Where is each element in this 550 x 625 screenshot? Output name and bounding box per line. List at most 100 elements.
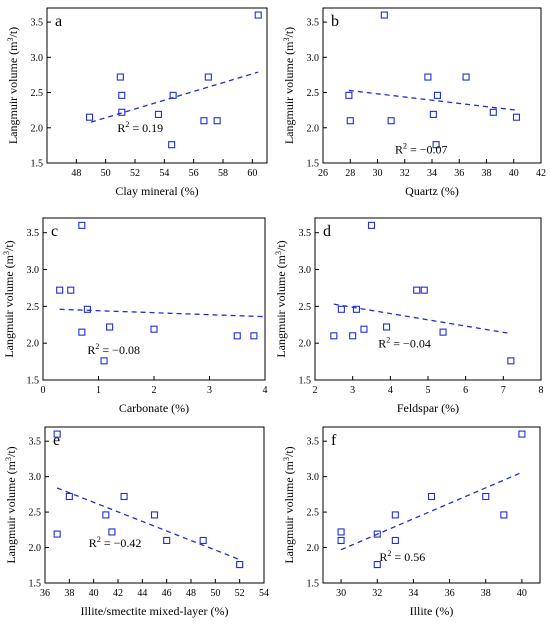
x-tick-label: 3 bbox=[350, 385, 355, 396]
panel-letter: e bbox=[53, 432, 60, 449]
trend-line bbox=[340, 471, 523, 551]
x-tick-label: 2 bbox=[313, 385, 318, 396]
y-tick-label: 1.5 bbox=[307, 579, 320, 590]
x-tick-label: 50 bbox=[210, 588, 220, 599]
data-point bbox=[100, 357, 108, 365]
data-point bbox=[154, 110, 163, 118]
y-tick-label: 3.0 bbox=[31, 53, 44, 64]
y-tick-label: 3.5 bbox=[31, 18, 44, 29]
y-tick-label: 2.5 bbox=[29, 508, 42, 519]
data-point bbox=[433, 91, 442, 99]
x-tick-label: 30 bbox=[336, 588, 346, 599]
x-tick-label: 32 bbox=[372, 588, 382, 599]
x-tick-label: 44 bbox=[137, 588, 147, 599]
data-point bbox=[116, 73, 124, 81]
panel-b: 26 28 30 32 34 36 38 40 42 1.5 2.0 2.5 3.0 3.5 Quartz … bbox=[282, 7, 546, 198]
x-tick-label: 34 bbox=[408, 588, 418, 599]
y-tick-label: 1.5 bbox=[299, 376, 312, 387]
x-tick-label: 50 bbox=[101, 168, 111, 179]
y-axis-title: Langmuir volume (m3/t) bbox=[6, 27, 20, 144]
x-tick-label: 30 bbox=[373, 168, 383, 179]
data-point bbox=[254, 11, 262, 19]
data-point bbox=[204, 73, 212, 81]
panel-letter: c bbox=[51, 223, 58, 240]
data-point bbox=[65, 492, 73, 501]
data-point bbox=[391, 511, 399, 519]
trend-line bbox=[59, 308, 266, 318]
panel-d: 2 3 4 5 6 7 8 1.5 2.0 2.5 3.0 3.5 Feldspar (%) Langmu… bbox=[274, 217, 544, 415]
y-tick-label: 3.5 bbox=[307, 437, 320, 448]
plot-frame bbox=[322, 7, 542, 164]
data-point bbox=[489, 108, 497, 116]
x-tick-label: 26 bbox=[318, 168, 328, 179]
x-tick-label: 5 bbox=[426, 385, 431, 396]
data-point bbox=[53, 430, 61, 438]
x-tick-label: 32 bbox=[400, 168, 410, 179]
trend-line bbox=[333, 303, 511, 335]
y-tick-label: 3.5 bbox=[27, 228, 40, 239]
x-tick-label: 4 bbox=[388, 385, 393, 396]
x-tick-label: 60 bbox=[247, 168, 257, 179]
data-point bbox=[150, 325, 158, 333]
y-tick-label: 2.0 bbox=[307, 123, 320, 134]
data-point bbox=[373, 561, 381, 569]
data-point bbox=[118, 91, 126, 99]
x-tick-label: 58 bbox=[218, 168, 228, 179]
data-point bbox=[233, 332, 241, 340]
data-point bbox=[78, 328, 86, 336]
x-tick-label: 36 bbox=[445, 588, 455, 599]
data-point bbox=[420, 286, 428, 294]
x-tick-label: 38 bbox=[481, 588, 491, 599]
data-point bbox=[163, 536, 171, 545]
data-point bbox=[373, 530, 381, 538]
y-axis-title: Langmuir volume (m3/t) bbox=[2, 240, 16, 357]
data-point bbox=[250, 332, 258, 340]
x-tick-label: 52 bbox=[235, 588, 245, 599]
y-tick-label: 3.0 bbox=[307, 472, 320, 483]
y-axis-title: Langmuir volume (m3/t) bbox=[274, 240, 288, 357]
panel-e: 36 38 40 42 44 46 48 50 52 54 1.5 2.0 2.5 3.0 3.5 Illit… bbox=[4, 426, 269, 618]
x-tick-label: 8 bbox=[539, 385, 544, 396]
x-tick-label: 40 bbox=[89, 588, 99, 599]
panel-a: 48 50 52 54 56 58 60 1.5 2.0 2.5 3.0 3.5 Clay minera… bbox=[6, 7, 268, 198]
trend-line bbox=[348, 89, 517, 111]
r2-label: R2 = −0.04 bbox=[378, 336, 431, 351]
x-tick-label: 40 bbox=[517, 588, 527, 599]
y-tick-label: 3.0 bbox=[299, 265, 312, 276]
y-tick-label: 3.5 bbox=[307, 18, 320, 29]
plot-frame bbox=[44, 426, 265, 584]
panel-letter: b bbox=[331, 13, 339, 30]
y-tick-label: 2.0 bbox=[299, 339, 312, 350]
data-point bbox=[56, 286, 64, 294]
panel-letter: a bbox=[55, 13, 62, 30]
r2-label: R2 = −0.08 bbox=[87, 342, 140, 357]
y-tick-label: 2.5 bbox=[31, 88, 44, 99]
data-point bbox=[67, 286, 75, 294]
data-point bbox=[85, 113, 94, 121]
plot-frame bbox=[42, 217, 266, 381]
data-point bbox=[169, 91, 177, 99]
x-tick-label: 54 bbox=[159, 168, 169, 179]
y-tick-label: 2.5 bbox=[27, 302, 40, 313]
data-point bbox=[482, 492, 490, 501]
data-point bbox=[150, 511, 159, 519]
data-point bbox=[236, 561, 244, 569]
r2-label: R2 = −0.07 bbox=[395, 142, 448, 157]
x-tick-label: 48 bbox=[186, 588, 196, 599]
data-point bbox=[500, 511, 508, 519]
data-point bbox=[83, 305, 91, 313]
data-point bbox=[462, 73, 470, 81]
data-point bbox=[102, 511, 110, 519]
y-tick-label: 2.0 bbox=[307, 543, 320, 554]
data-point bbox=[337, 528, 345, 536]
x-tick-label: 52 bbox=[130, 168, 140, 179]
x-axis-title: Illite/smectite mixed-layer (%) bbox=[81, 604, 229, 618]
data-point bbox=[432, 141, 440, 149]
y-tick-label: 2.0 bbox=[27, 339, 40, 350]
panel-f: 30 32 34 36 38 40 1.5 2.0 2.5 3.0 3.5 Illite (%) Lan… bbox=[282, 426, 541, 618]
x-tick-label: 7 bbox=[501, 385, 506, 396]
y-tick-label: 2.0 bbox=[31, 123, 44, 134]
data-point bbox=[349, 332, 357, 340]
r2-label: R2 = 0.19 bbox=[117, 120, 163, 135]
